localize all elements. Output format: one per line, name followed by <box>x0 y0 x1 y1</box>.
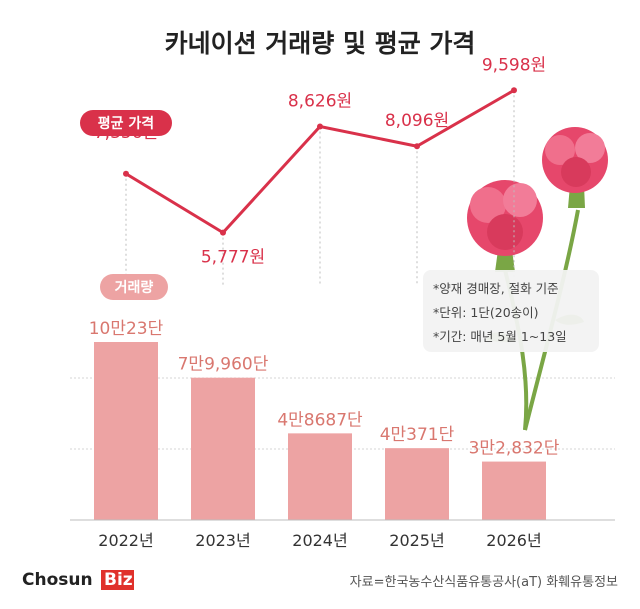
volume-value-label: 4만371단 <box>380 425 455 445</box>
volume-bar <box>385 448 449 520</box>
price-droplines <box>125 90 515 285</box>
volume-value-label: 10만23단 <box>89 319 164 339</box>
notes-bg <box>423 270 599 352</box>
carnation-petal <box>503 183 537 217</box>
x-tick-label: 2022년 <box>98 531 153 550</box>
volume-pill-label: 거래량 <box>115 280 154 296</box>
brand-logo: Chosun Biz <box>22 570 134 590</box>
x-tick-label: 2026년 <box>486 531 541 550</box>
x-axis: 2022년 2023년 2024년 2025년 2026년 <box>70 519 615 550</box>
price-legend-pill: 평균 가격 <box>80 110 172 136</box>
notes-box: *양재 경매장, 절화 기준 *단위: 1단(20송이) *기간: 매년 5월 … <box>423 270 599 352</box>
note-line: *기간: 매년 5월 1~13일 <box>433 329 567 344</box>
logo-chosun: Chosun <box>22 570 93 590</box>
note-line: *양재 경매장, 절화 기준 <box>433 281 559 296</box>
volume-labels: 10만23단 7만9,960단 4만8687단 4만371단 3만2,832단 <box>89 319 560 459</box>
price-pill-bg <box>80 110 172 136</box>
source-credit: 자료=한국농수산식품유통공사(aT) 화훼유통정보 <box>350 575 618 590</box>
volume-legend-pill: 거래량 <box>100 274 168 300</box>
price-point <box>220 229 226 236</box>
volume-bar <box>94 342 158 520</box>
logo-biz: Biz <box>104 570 133 590</box>
carnation-petal <box>487 214 523 250</box>
volume-bar <box>482 461 546 520</box>
x-tick-label: 2024년 <box>292 531 347 550</box>
price-point <box>414 143 420 150</box>
price-value-label: 5,777원 <box>201 248 265 268</box>
volume-bar <box>191 377 255 520</box>
carnation-petal <box>561 157 591 187</box>
volume-bars <box>94 342 546 520</box>
price-point <box>511 87 517 94</box>
volume-value-label: 4만8687단 <box>277 410 363 430</box>
volume-value-label: 7만9,960단 <box>178 355 269 375</box>
price-series <box>123 87 517 236</box>
price-line <box>125 89 515 235</box>
note-line: *단위: 1단(20송이) <box>433 305 539 320</box>
logo-biz-box <box>101 570 134 590</box>
carnation-petal <box>545 135 575 165</box>
chart-title: 카네이션 거래량 및 평균 가격 <box>165 29 476 58</box>
price-value-label: 8,096원 <box>385 111 449 131</box>
volume-bar <box>288 433 352 520</box>
volume-pill-bg <box>100 274 168 300</box>
carnation-petal <box>470 187 506 223</box>
price-value-label: 9,598원 <box>482 55 546 75</box>
volume-value-label: 3만2,832단 <box>469 439 560 459</box>
price-pill-label: 평균 가격 <box>98 115 154 132</box>
price-point <box>123 170 129 177</box>
x-tick-label: 2023년 <box>195 531 250 550</box>
price-value-label: 8,626원 <box>288 91 352 111</box>
price-point <box>317 123 323 130</box>
carnation-petal <box>575 133 605 163</box>
x-tick-label: 2025년 <box>389 531 444 550</box>
